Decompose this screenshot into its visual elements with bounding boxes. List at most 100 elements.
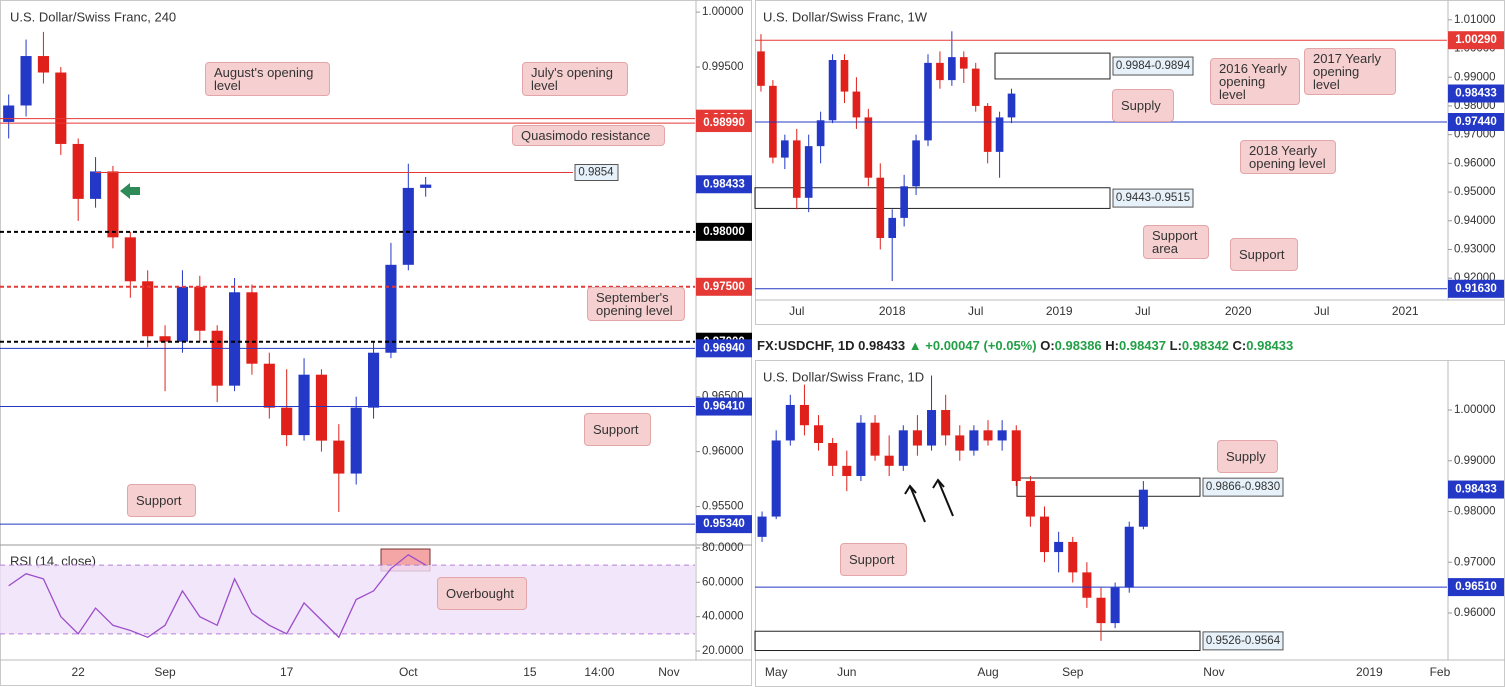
panel-frame [755, 360, 1505, 687]
candle-body [876, 177, 885, 238]
y-tick-label: 0.96000 [1454, 157, 1496, 169]
zone-tag [1112, 56, 1194, 76]
candle-body [971, 68, 980, 106]
ohlc-value: 0.98386 [1054, 338, 1102, 353]
candle-body [1110, 587, 1120, 624]
zone [754, 630, 1201, 652]
candle-body [864, 117, 873, 178]
candle-body [3, 105, 15, 122]
annotation: July's opening level [522, 62, 628, 96]
level-tag [696, 175, 752, 194]
candle-body [20, 56, 32, 106]
x-tick-label: Jul [1314, 304, 1329, 318]
level-tag [574, 164, 619, 182]
level-tag [1448, 84, 1504, 103]
annotation: 2017 Yearly opening level [1304, 48, 1396, 95]
x-tick-label: Nov [1203, 665, 1224, 679]
annotation: Support [584, 413, 651, 446]
candle-body [55, 72, 67, 144]
zone-tag [1202, 477, 1284, 497]
annotation: September's opening level [587, 287, 685, 321]
last-price: 0.98433 [858, 338, 906, 353]
y-tick-label: 0.96000 [1454, 607, 1496, 619]
y-tick-label: 0.95000 [1454, 186, 1496, 198]
candle-body [194, 286, 206, 331]
ohlc-key: O: [1040, 338, 1055, 353]
candle-body [804, 146, 813, 198]
candle-body [924, 62, 932, 141]
y-tick-label: 80.0000 [702, 542, 744, 554]
x-tick-label: 14:00 [584, 665, 614, 679]
y-tick-label: 1.01000 [1454, 14, 1496, 26]
level-label: 0.96510 [1455, 581, 1497, 593]
candle-body [107, 171, 119, 238]
candle-body [771, 440, 781, 517]
candle-body [959, 57, 968, 69]
candle-body [1054, 541, 1064, 553]
candle-body [211, 330, 223, 386]
y-tick-label: 60.0000 [702, 576, 744, 588]
candle-body [757, 516, 767, 537]
x-tick-label: 2021 [1392, 304, 1419, 318]
candle-body [840, 60, 849, 92]
candle-body [1011, 430, 1021, 482]
candle-body [912, 140, 920, 187]
candle-body [936, 62, 944, 81]
y-tick-label: 0.99500 [702, 61, 744, 73]
change-arrow: ▲ [908, 338, 922, 353]
candle-body [229, 292, 241, 386]
zone [1016, 477, 1201, 497]
y-tick-label: 0.97000 [1454, 556, 1496, 568]
ohlc-value: 0.98342 [1181, 338, 1229, 353]
candle-body [814, 425, 824, 444]
annotation: Supply [1217, 440, 1278, 473]
y-tick-label: 1.00000 [1454, 404, 1496, 416]
y-tick-label: 0.99000 [1454, 455, 1496, 467]
candle-body [757, 51, 765, 86]
chart-title: U.S. Dollar/Swiss Franc, 1W [763, 9, 928, 24]
candle-body [955, 435, 965, 451]
x-tick-label: Jul [1135, 304, 1150, 318]
candle-body [941, 410, 951, 436]
candle-body [983, 430, 993, 441]
rsi-band [0, 565, 695, 634]
annotation: Overbought [437, 577, 527, 610]
candle-body [900, 186, 908, 218]
candle-body [828, 60, 837, 121]
ohlc-value: 0.98437 [1119, 338, 1166, 353]
candle-body [888, 217, 897, 238]
y-tick-label: 0.97000 [1454, 129, 1496, 141]
x-tick-label: Oct [399, 665, 418, 679]
level-label: 0.98433 [703, 178, 745, 190]
zone [754, 187, 1111, 209]
candle-body [948, 57, 956, 81]
x-tick-label: 2019 [1046, 304, 1073, 318]
candle-body [315, 374, 327, 441]
candle-body [852, 91, 861, 118]
level-label: 0.96410 [703, 401, 745, 413]
y-tick-label: 0.93000 [1454, 244, 1496, 256]
candle-body [246, 292, 258, 364]
candle-body [983, 105, 992, 152]
level-label: 0.98433 [1455, 88, 1497, 100]
candle-body [124, 237, 136, 282]
annotation: Support area [1143, 225, 1209, 259]
annotation: Support [127, 484, 196, 517]
zone-label: 0.9526-0.9564 [1206, 635, 1281, 647]
ohlc-key: C: [1232, 338, 1247, 353]
x-tick-label: May [765, 665, 788, 679]
candle-body [1124, 526, 1134, 588]
candle-body [1096, 597, 1106, 624]
info-bar: FX:USDCHF, 1D 0.98433 ▲ +0.00047 (+0.05%… [757, 338, 1293, 353]
level-tag [696, 339, 752, 358]
chart-title: U.S. Dollar/Swiss Franc, 1D [763, 369, 924, 384]
level-tag [696, 397, 752, 416]
y-tick-label: 1.00000 [702, 6, 744, 18]
candle-body [828, 443, 838, 466]
level-label: 0.91630 [1455, 283, 1497, 295]
candle-body [333, 440, 345, 474]
level-tag [696, 277, 752, 296]
candle-body [816, 120, 825, 147]
